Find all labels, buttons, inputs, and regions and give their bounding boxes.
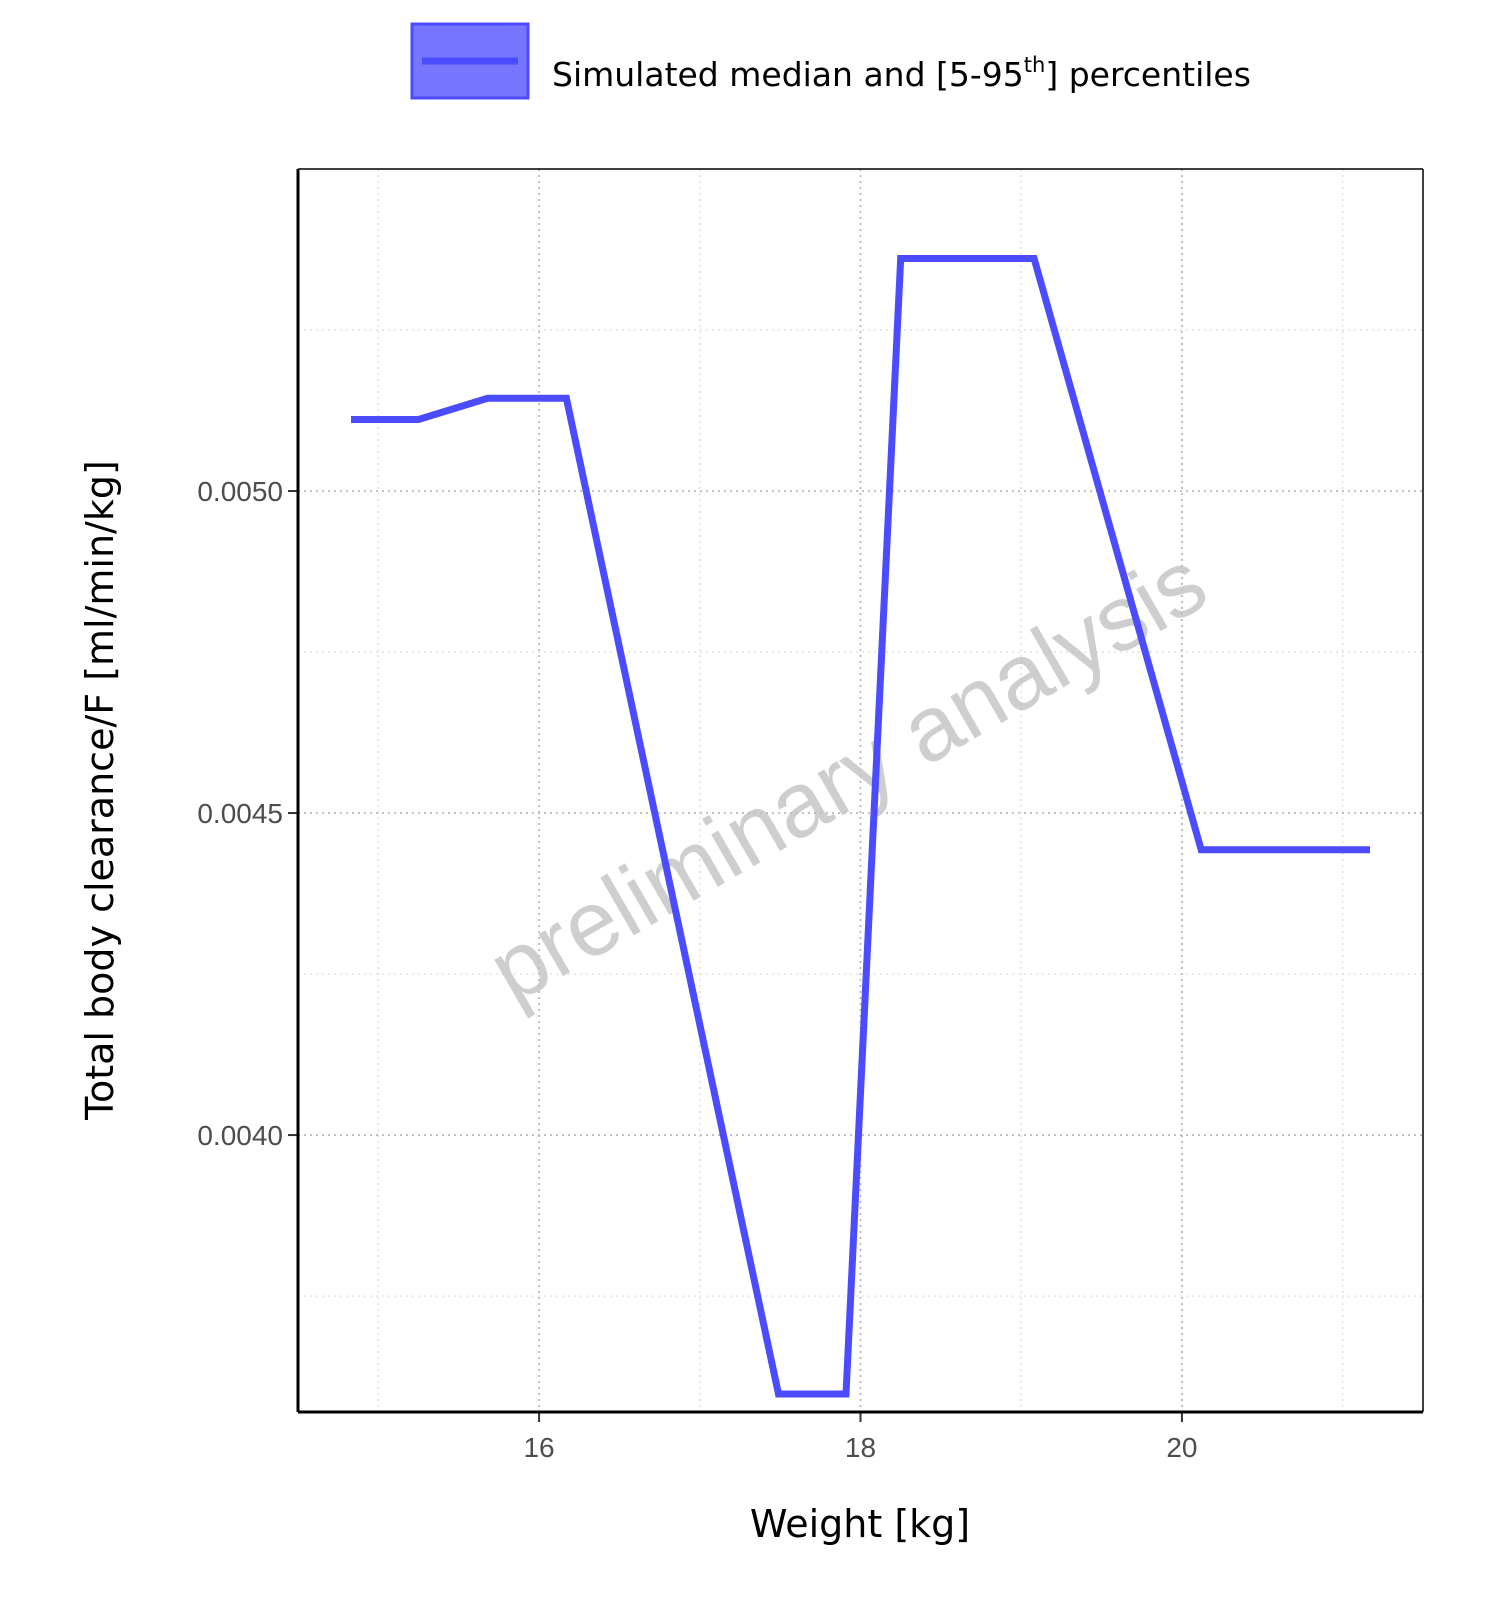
x-axis-title: Weight [kg] xyxy=(750,1502,970,1546)
legend-label-main: Simulated median and [5-95 xyxy=(552,55,1024,94)
x-tick-label: 16 xyxy=(523,1432,554,1463)
x-tick-label: 18 xyxy=(845,1432,876,1463)
legend-label-end: ] percentiles xyxy=(1045,55,1251,94)
y-tick-label: 0.0045 xyxy=(197,798,283,829)
ticks: 16 18 20 0.0040 0.0045 0.0050 xyxy=(197,476,1197,1463)
legend-label-sup: th xyxy=(1024,53,1046,77)
watermark: preliminary analysis xyxy=(472,530,1223,1022)
legend-label: Simulated median and [5-95th] percentile… xyxy=(552,53,1251,94)
grid xyxy=(298,169,1423,1412)
series-line xyxy=(351,255,1370,1398)
legend: Simulated median and [5-95th] percentile… xyxy=(410,22,1251,100)
x-tick-label: 20 xyxy=(1166,1432,1197,1463)
y-tick-label: 0.0040 xyxy=(197,1120,283,1151)
y-axis-title: Total body clearance/F [ml/min/kg] xyxy=(78,460,122,1121)
y-tick-label: 0.0050 xyxy=(197,476,283,507)
